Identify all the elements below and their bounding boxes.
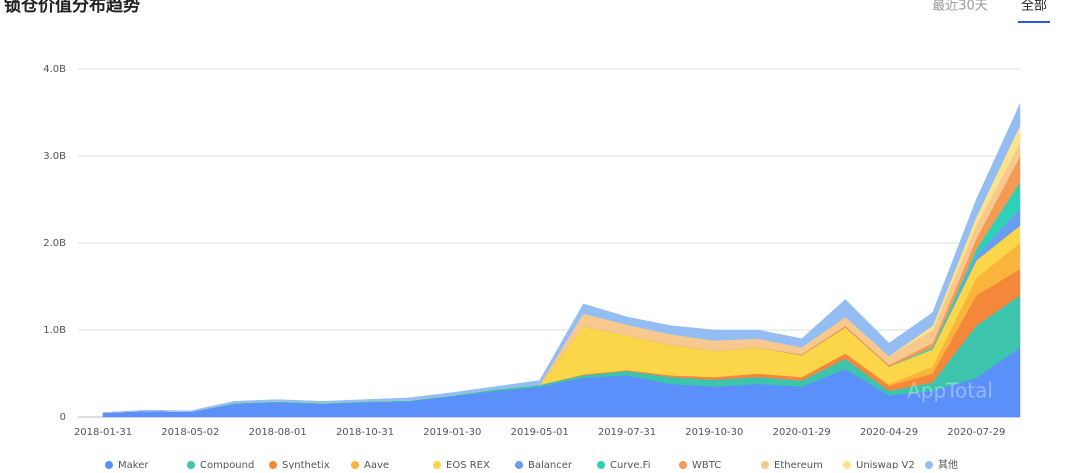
x-tick-label: 2020-07-29	[947, 427, 1005, 438]
legend-label: 其他	[938, 458, 958, 469]
legend-marker	[433, 461, 441, 469]
y-tick-label: 4.0B	[43, 64, 66, 75]
legend-label: Uniswap V2	[856, 460, 915, 469]
x-tick-label: 2020-04-29	[860, 427, 918, 438]
legend-label: Aave	[364, 460, 389, 469]
legend-marker	[925, 461, 933, 469]
x-tick-label: 2019-05-01	[511, 427, 569, 438]
plot: 0 1.0B 2.0B 3.0B 4.0B 2018-01-31 2018-05-02 201…	[43, 64, 1021, 471]
legend-marker	[843, 461, 851, 469]
x-tick-label: 2020-01-29	[773, 427, 831, 438]
y-tick-label: 3.0B	[43, 151, 66, 162]
legend-label: Ethereum	[774, 460, 823, 469]
legend-marker	[761, 461, 769, 469]
x-tick-label: 2018-01-31	[74, 427, 132, 438]
chart-title: 锁仓价值分布趋势	[4, 0, 140, 16]
tab[interactable]: 全部	[1021, 0, 1047, 14]
legend-marker	[679, 461, 687, 469]
legend-marker	[351, 461, 359, 469]
legend-marker	[105, 461, 113, 469]
x-tick-label: 2019-01-30	[423, 427, 481, 438]
x-tick-label: 2018-08-01	[249, 427, 307, 438]
legend-label: WBTC	[692, 460, 721, 469]
legend-label: Compound	[200, 460, 254, 469]
y-tick-label: 0	[60, 412, 66, 423]
y-tick-label: 2.0B	[43, 238, 66, 249]
tab[interactable]: 最近30天	[932, 0, 988, 14]
legend-label: Balancer	[528, 460, 573, 469]
legend-label: Synthetix	[282, 460, 330, 469]
legend-marker	[515, 461, 523, 469]
y-tick-label: 1.0B	[43, 325, 66, 336]
x-tick-label: 2019-07-31	[598, 427, 656, 438]
legend-label: Curve.Fi	[610, 460, 650, 469]
x-tick-label: 2019-10-30	[685, 427, 743, 438]
x-tick-label: 2018-05-02	[161, 427, 219, 438]
x-tick-label: 2018-10-31	[336, 427, 394, 438]
legend-marker	[187, 461, 195, 469]
legend-label: EOS REX	[446, 460, 490, 469]
legend-label: Maker	[118, 460, 149, 469]
area	[102, 103, 1021, 413]
legend-marker	[269, 461, 277, 469]
watermark: AppTotal	[907, 379, 993, 403]
legend-marker	[597, 461, 605, 469]
